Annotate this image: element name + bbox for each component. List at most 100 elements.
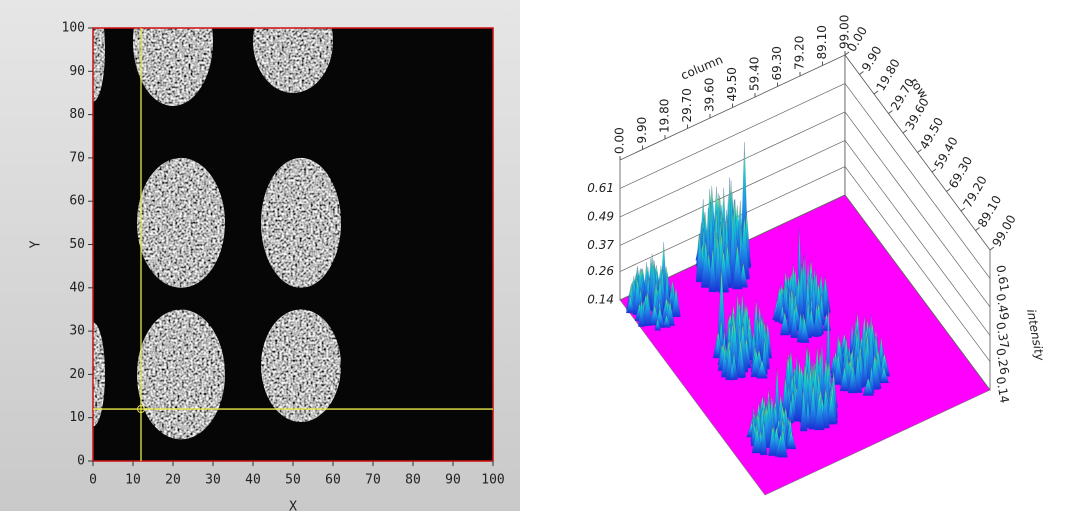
y-axis-label: Y bbox=[29, 240, 44, 248]
column-tick-label: 79.20 bbox=[793, 36, 807, 70]
spike bbox=[714, 237, 722, 292]
spike bbox=[778, 429, 788, 458]
row-tick bbox=[844, 51, 850, 56]
spike bbox=[822, 276, 829, 317]
spot bbox=[253, 28, 333, 93]
spike bbox=[800, 389, 808, 432]
spike bbox=[738, 345, 745, 379]
x-tick-label: 60 bbox=[325, 473, 341, 488]
y-tick-label: 80 bbox=[69, 107, 85, 122]
y-tick-label: 100 bbox=[62, 21, 85, 36]
spots bbox=[93, 28, 341, 440]
spike bbox=[849, 365, 856, 394]
y-tick-label: 30 bbox=[69, 324, 85, 339]
spike bbox=[808, 385, 818, 430]
spike bbox=[862, 343, 869, 387]
x-tick-label: 20 bbox=[165, 473, 181, 488]
row-tick bbox=[873, 90, 879, 95]
y-tick-label: 90 bbox=[69, 64, 85, 79]
spike bbox=[756, 360, 768, 379]
spike bbox=[626, 296, 635, 314]
y-tick-label: 20 bbox=[69, 367, 85, 382]
z-tick-label-right: 0.37 bbox=[993, 321, 1011, 350]
peak bbox=[830, 312, 890, 396]
row-tick bbox=[960, 207, 966, 212]
spike bbox=[840, 367, 850, 392]
x-tick-label: 80 bbox=[405, 473, 421, 488]
peak bbox=[712, 269, 772, 381]
spot bbox=[137, 157, 225, 288]
y-tick-label: 0 bbox=[77, 454, 85, 469]
column-tick-label: 89.10 bbox=[815, 25, 829, 59]
spike bbox=[821, 387, 830, 429]
spike bbox=[708, 248, 717, 293]
z-grid-line bbox=[619, 166, 991, 362]
y-tick-label: 60 bbox=[69, 194, 85, 209]
z-tick-label-left: 0.26 bbox=[587, 264, 614, 278]
column-tick-label: 69.30 bbox=[770, 46, 784, 80]
column-tick-label: 0.00 bbox=[613, 127, 627, 154]
z-tick-label-right: 0.49 bbox=[993, 292, 1011, 321]
y-tick-label: 50 bbox=[69, 237, 85, 252]
peak bbox=[780, 301, 839, 432]
row-tick bbox=[989, 246, 995, 251]
z-tick-label-right: 0.61 bbox=[993, 264, 1011, 293]
spike bbox=[701, 240, 711, 288]
peak bbox=[626, 242, 681, 331]
spike bbox=[654, 318, 661, 331]
spike bbox=[862, 377, 874, 396]
row-tick bbox=[902, 129, 908, 134]
spike bbox=[826, 393, 837, 425]
column-tick-label: 49.50 bbox=[725, 67, 739, 101]
spike bbox=[759, 421, 768, 455]
row-tick bbox=[946, 188, 951, 192]
z-tick-label-left: 0.49 bbox=[587, 209, 614, 223]
row-tick bbox=[975, 227, 980, 231]
z-axis-label: intensity bbox=[1024, 308, 1047, 363]
peak bbox=[695, 142, 752, 293]
spot bbox=[261, 157, 341, 288]
z-tick-label-right: 0.26 bbox=[993, 347, 1011, 376]
x-tick-label: 10 bbox=[125, 473, 141, 488]
spot bbox=[133, 28, 213, 106]
x-tick-label: 90 bbox=[445, 473, 461, 488]
spike bbox=[813, 302, 820, 337]
z-grid-line bbox=[619, 111, 991, 308]
row-tick bbox=[931, 168, 937, 173]
spike bbox=[780, 312, 790, 336]
spike bbox=[768, 425, 777, 456]
peak bbox=[746, 368, 797, 458]
column-tick-label: 99.00 bbox=[838, 15, 852, 49]
z-tick-label-left: 0.14 bbox=[587, 293, 614, 307]
x-axis-label: X bbox=[289, 500, 297, 512]
spike bbox=[695, 233, 704, 283]
y-tick-label: 40 bbox=[69, 280, 85, 295]
surface-graph: 0.140.140.260.260.370.370.490.490.610.61… bbox=[587, 15, 1047, 496]
x-tick-label: 0 bbox=[89, 473, 97, 488]
spot bbox=[93, 322, 105, 427]
spot bbox=[137, 309, 225, 440]
spike bbox=[879, 367, 889, 384]
spike bbox=[732, 244, 743, 290]
y-tick-label: 10 bbox=[69, 410, 85, 425]
row-tick bbox=[859, 71, 864, 75]
column-tick-label: 59.40 bbox=[748, 57, 762, 91]
y-tick-label: 70 bbox=[69, 150, 85, 165]
spike bbox=[833, 353, 844, 385]
row-tick bbox=[888, 110, 893, 114]
column-tick-label: 39.60 bbox=[703, 78, 717, 112]
spike bbox=[721, 346, 728, 378]
cursor-point bbox=[137, 405, 145, 414]
spike bbox=[799, 317, 810, 343]
spike bbox=[671, 287, 681, 317]
x-tick-label: 30 bbox=[205, 473, 221, 488]
z-tick-label-left: 0.37 bbox=[587, 238, 614, 252]
x-tick-label: 50 bbox=[285, 473, 301, 488]
image-graph: 0 10 20 30 40 50 60 70 80 90 100 0 10 20 30 40 50 60 70 80 9… bbox=[29, 21, 505, 515]
peak bbox=[772, 228, 831, 343]
z-grid-line bbox=[619, 139, 991, 336]
spike bbox=[790, 306, 799, 338]
x-tick-label: 70 bbox=[365, 473, 381, 488]
column-tick-label: 29.70 bbox=[680, 88, 694, 122]
